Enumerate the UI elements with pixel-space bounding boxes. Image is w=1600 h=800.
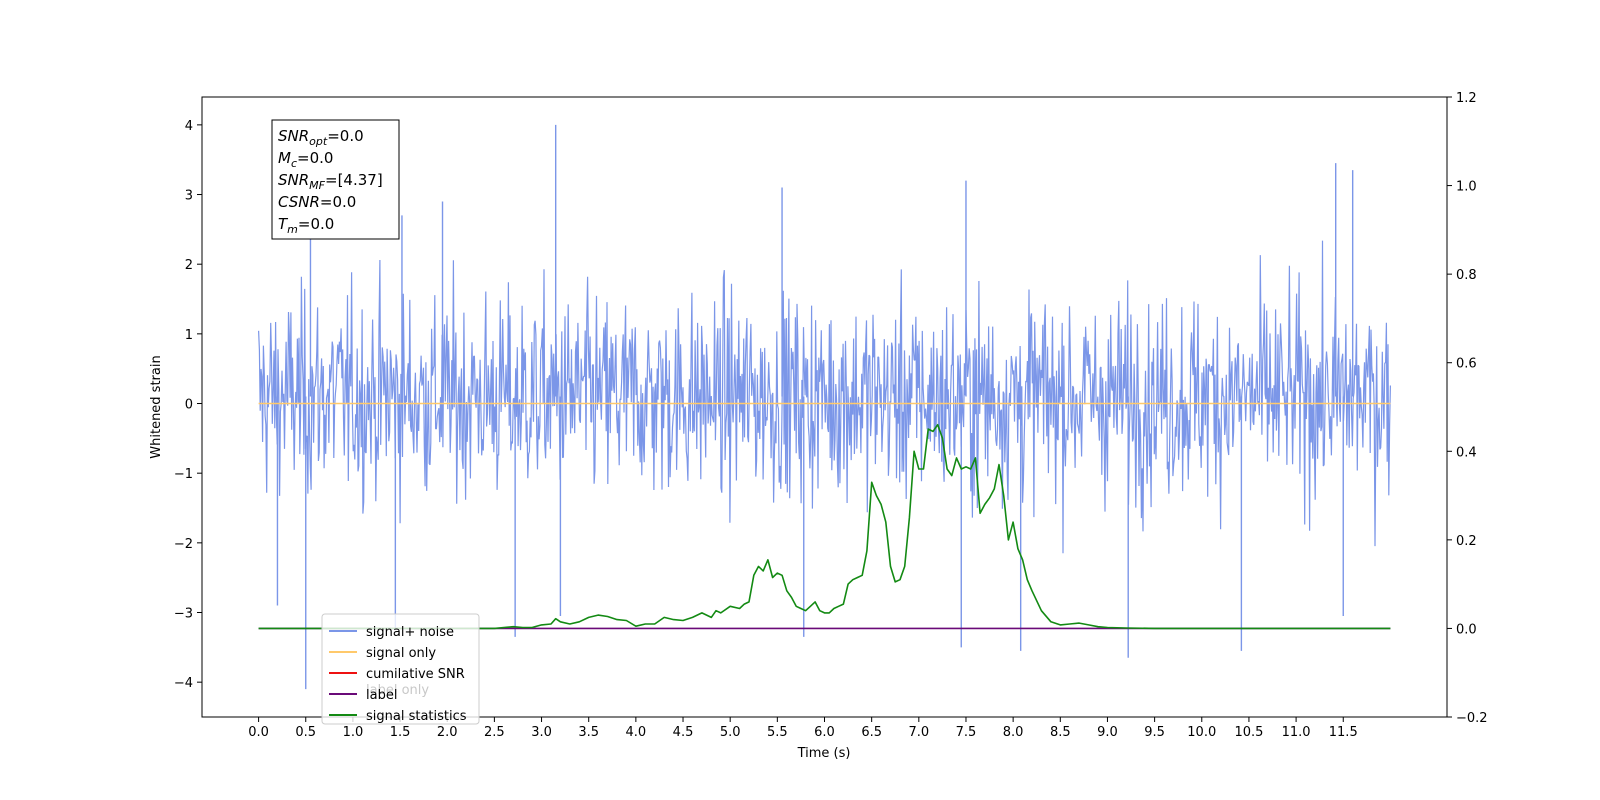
y-left-tick-label: 0 bbox=[185, 398, 193, 413]
x-tick-label: 1.0 bbox=[343, 725, 364, 740]
y-left-tick-label: 3 bbox=[185, 189, 193, 204]
legend-item: signal only bbox=[329, 646, 436, 661]
x-tick-label: 3.0 bbox=[531, 725, 552, 740]
x-tick-label: 8.5 bbox=[1050, 725, 1071, 740]
legend-label: label bbox=[366, 688, 397, 703]
y-right-tick-label: 1.0 bbox=[1456, 180, 1477, 195]
legend-item: signal statistics bbox=[329, 709, 467, 724]
y-left-tick-label: −3 bbox=[174, 607, 193, 622]
x-axis-label: Time (s) bbox=[797, 746, 851, 761]
y-axis-label: Whitened strain bbox=[149, 355, 164, 458]
x-tick-label: 6.5 bbox=[861, 725, 882, 740]
x-tick-label: 6.0 bbox=[814, 725, 835, 740]
annotation-line: Mc=0.0 bbox=[278, 149, 333, 170]
y-right-tick-label: 0.8 bbox=[1456, 268, 1477, 283]
y-left-tick-label: −2 bbox=[174, 537, 193, 552]
x-tick-label: 1.5 bbox=[390, 725, 411, 740]
annotation-line: Tm=0.0 bbox=[278, 215, 334, 236]
y-right-tick-label: 1.2 bbox=[1456, 91, 1477, 106]
legend-label: cumilative SNR bbox=[366, 667, 465, 682]
x-tick-label: 11.0 bbox=[1282, 725, 1311, 740]
legend-label: signal only bbox=[366, 646, 436, 661]
legend-item: signal+ noise bbox=[329, 625, 454, 640]
y-left-tick-label: 2 bbox=[185, 258, 193, 273]
x-tick-label: 7.5 bbox=[956, 725, 977, 740]
y-right-tick-label: −0.2 bbox=[1456, 711, 1488, 726]
y-right-tick-label: 0.2 bbox=[1456, 534, 1477, 549]
x-tick-label: 2.0 bbox=[437, 725, 458, 740]
y-right-tick-label: 0.0 bbox=[1456, 622, 1477, 637]
signal-noise-series bbox=[258, 124, 1391, 690]
y-right-tick-label: 0.4 bbox=[1456, 445, 1477, 460]
x-tick-label: 0.0 bbox=[248, 725, 269, 740]
legend-label: signal+ noise bbox=[366, 625, 454, 640]
right-y-axis-ticks: 1.2 1.0 0.8 0.6 0.4 0.2 0.0 −0.2 bbox=[1447, 91, 1488, 726]
x-axis-ticks: 0.0 0.5 1.0 1.5 2.0 2.5 3.0 3.5 4.0 4.5 5.0 5.5 6.0 6… bbox=[248, 717, 1358, 740]
x-tick-label: 9.0 bbox=[1097, 725, 1118, 740]
left-y-axis-ticks: 4 3 2 1 0 −1 −2 −3 −4 bbox=[174, 119, 202, 691]
signal-statistics-line bbox=[258, 423, 1391, 630]
y-right-tick-label: 0.6 bbox=[1456, 357, 1477, 372]
annotation-line: SNRopt=0.0 bbox=[278, 127, 364, 148]
legend-item: label bbox=[329, 688, 397, 703]
x-tick-label: 11.5 bbox=[1329, 725, 1358, 740]
x-tick-label: 0.5 bbox=[295, 725, 316, 740]
legend-item: cumilative SNR bbox=[329, 667, 465, 682]
x-tick-label: 7.0 bbox=[908, 725, 929, 740]
x-tick-label: 10.5 bbox=[1234, 725, 1263, 740]
legend-label: signal statistics bbox=[366, 709, 467, 724]
x-tick-label: 4.5 bbox=[673, 725, 694, 740]
x-tick-label: 5.0 bbox=[720, 725, 741, 740]
x-tick-label: 5.5 bbox=[767, 725, 788, 740]
annotation-line: CSNR=0.0 bbox=[278, 193, 356, 211]
y-left-tick-label: −1 bbox=[174, 467, 193, 482]
x-tick-label: 8.0 bbox=[1003, 725, 1024, 740]
annotation-line: SNRMF=[4.37] bbox=[278, 171, 383, 192]
legend-ghost-label: label only bbox=[366, 683, 429, 698]
x-tick-label: 3.5 bbox=[578, 725, 599, 740]
y-left-tick-label: −4 bbox=[174, 676, 193, 691]
y-left-tick-label: 1 bbox=[185, 328, 193, 343]
y-left-tick-label: 4 bbox=[185, 119, 193, 134]
x-tick-label: 10.0 bbox=[1187, 725, 1216, 740]
legend: label only signal+ noise signal only cumil… bbox=[321, 613, 480, 725]
signal-noise-line bbox=[258, 240, 1391, 554]
x-tick-label: 2.5 bbox=[484, 725, 505, 740]
x-tick-label: 4.0 bbox=[626, 725, 647, 740]
x-tick-label: 9.5 bbox=[1144, 725, 1165, 740]
